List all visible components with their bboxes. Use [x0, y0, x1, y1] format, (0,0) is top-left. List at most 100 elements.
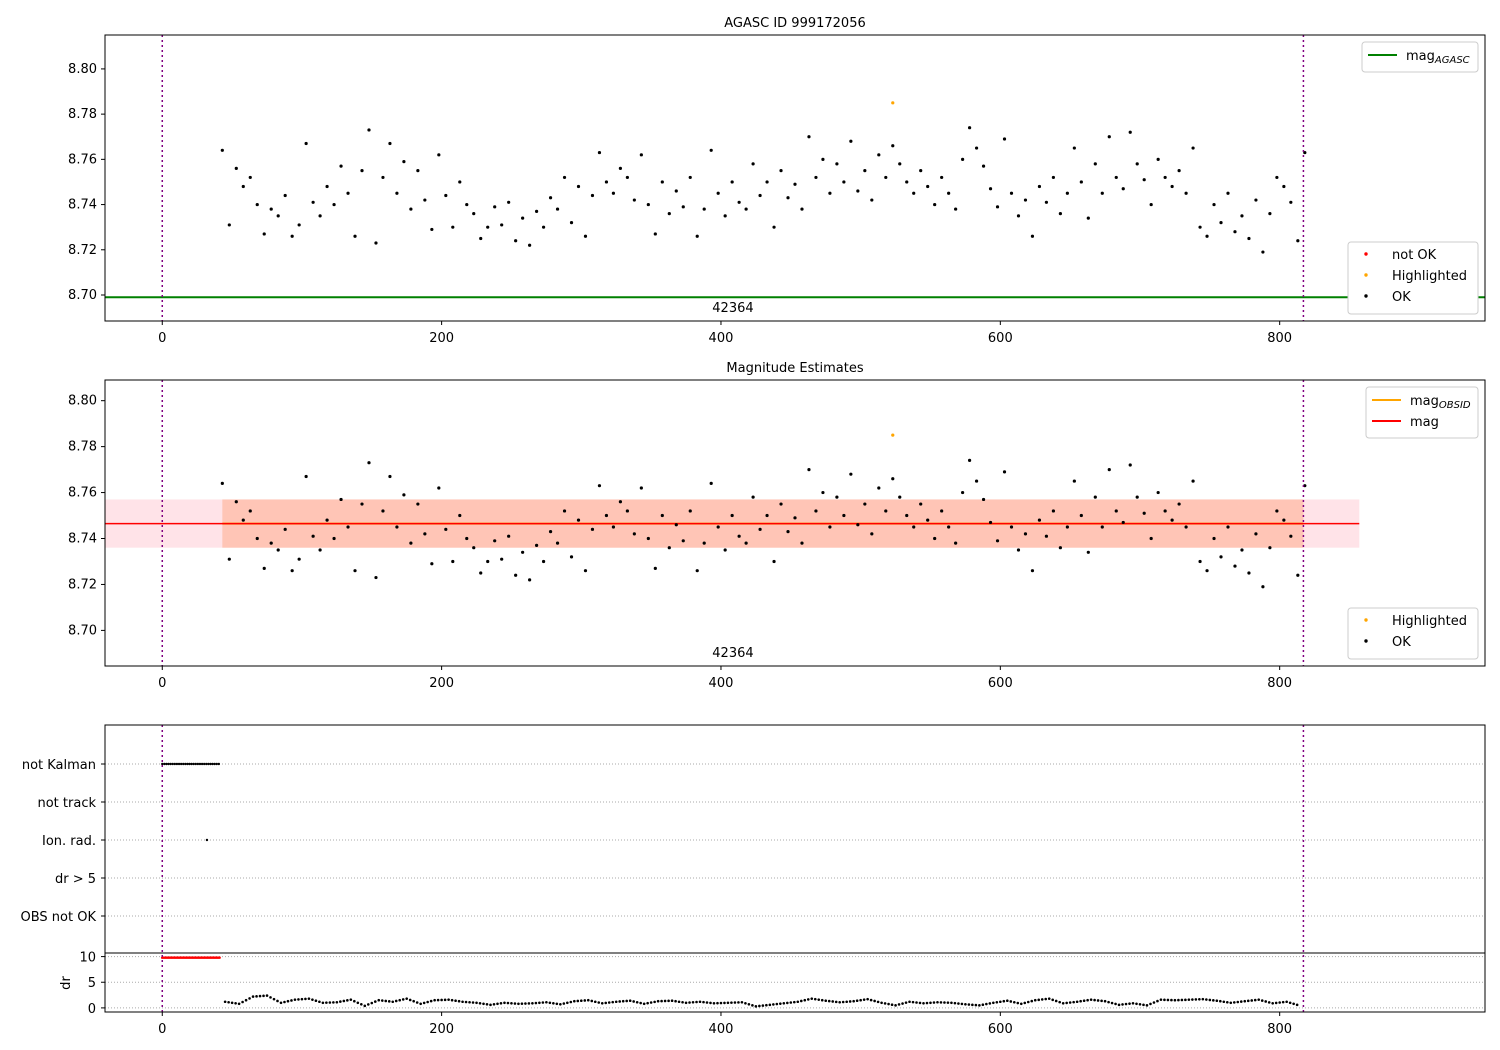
dr-point [1121, 1003, 1124, 1006]
ok-point [974, 479, 979, 483]
ok-point [507, 534, 511, 538]
flag-label: not track [37, 796, 96, 811]
dr-point [897, 1003, 901, 1006]
dr-point [709, 1001, 712, 1005]
ok-point [304, 141, 308, 146]
dr-point [806, 998, 810, 1001]
axes-frame [104, 724, 1486, 1013]
flag-label: not Kalman [22, 758, 96, 773]
dr-point [576, 999, 580, 1003]
ok-point [1093, 495, 1097, 499]
dr-point [569, 1000, 573, 1004]
dr-point [1054, 999, 1058, 1003]
legend-marker [1364, 618, 1368, 622]
dr-point [1149, 1002, 1152, 1006]
ok-point [933, 536, 937, 541]
dr-point [366, 1003, 370, 1006]
dr-point [775, 1002, 779, 1006]
ok-point [1268, 212, 1272, 216]
dr-point [1205, 998, 1208, 1001]
not-kalman-point [186, 762, 189, 766]
ok-point [1184, 525, 1188, 529]
dr-point [880, 1001, 883, 1005]
dr-point [845, 1000, 848, 1004]
dr-point [499, 1001, 503, 1005]
ok-point [646, 536, 650, 541]
y-tick-label: 8.72 [68, 243, 97, 258]
dr-point [1201, 997, 1205, 1001]
ok-point [681, 539, 685, 543]
dr-point [527, 1002, 531, 1005]
y-tick-label: 8.80 [68, 394, 97, 409]
y-tick-label: 8.78 [68, 440, 97, 455]
dr-point [227, 1000, 230, 1004]
legend-label: magOBSID [1410, 394, 1471, 411]
dr-point [471, 1001, 475, 1004]
ok-point [318, 214, 322, 218]
ok-point [863, 502, 867, 506]
dr-point [922, 1001, 925, 1005]
x-tick-label: 200 [429, 676, 454, 691]
dr-point [862, 998, 866, 1001]
dr-point [1285, 1000, 1288, 1004]
ok-point [688, 175, 692, 180]
dr-point [1243, 999, 1247, 1003]
ok-point [444, 527, 448, 531]
ok-point [1205, 234, 1209, 238]
dr-point [524, 1002, 527, 1005]
dr-point [869, 998, 873, 1002]
ok-point [800, 541, 804, 545]
ok-point [555, 207, 560, 211]
ok-point [779, 169, 783, 173]
ok-point [318, 548, 322, 552]
not-kalman-point [205, 762, 208, 766]
dr-point [932, 1001, 936, 1004]
dr-point [1271, 1001, 1274, 1005]
ok-point [723, 548, 727, 552]
ok-point [940, 175, 944, 180]
dr-point [1208, 998, 1212, 1002]
legend-marker [1364, 639, 1368, 643]
ok-point [276, 548, 280, 552]
dr-point [848, 1000, 852, 1003]
dr-point [394, 999, 398, 1003]
dr-point [988, 1002, 992, 1005]
ok-point [1275, 509, 1279, 513]
panel-title: Magnitude Estimates [726, 361, 863, 376]
dr-point [492, 1003, 496, 1006]
ok-point [716, 525, 720, 529]
ok-point [884, 175, 888, 180]
legend-label: Highlighted [1392, 269, 1467, 284]
dr-point [457, 999, 461, 1003]
panel-1: Magnitude Estimates 42364 8.70 8.72 8.74 8.76… [68, 361, 1486, 691]
dr-point [405, 997, 409, 1000]
legend-label: not OK [1392, 248, 1437, 263]
dr-point [1184, 998, 1187, 1002]
ok-point [1002, 470, 1007, 474]
dr-point [999, 1000, 1002, 1004]
ok-point [234, 166, 238, 170]
ok-point [493, 205, 497, 209]
ok-point [1240, 548, 1244, 552]
not-kalman-point [194, 762, 197, 766]
dr-point [1128, 1002, 1131, 1005]
ok-point [346, 525, 350, 529]
dr-point [325, 1001, 328, 1004]
dr-point [894, 1004, 897, 1007]
dr-point [531, 1001, 534, 1005]
dr-point [614, 1000, 618, 1004]
ok-point [1016, 548, 1021, 552]
dr-point [234, 1001, 237, 1005]
ok-point [479, 571, 483, 575]
ok-point [1296, 573, 1300, 577]
dr-point [985, 1002, 988, 1006]
ok-point [423, 532, 427, 536]
dr-point [255, 995, 258, 998]
ok-point [402, 160, 406, 164]
ok-point [555, 541, 560, 545]
dr-point [1131, 1001, 1135, 1005]
dr-point [433, 998, 436, 1002]
dr-point [957, 1002, 960, 1005]
not-kalman-point [198, 762, 202, 766]
ok-point [793, 182, 797, 186]
